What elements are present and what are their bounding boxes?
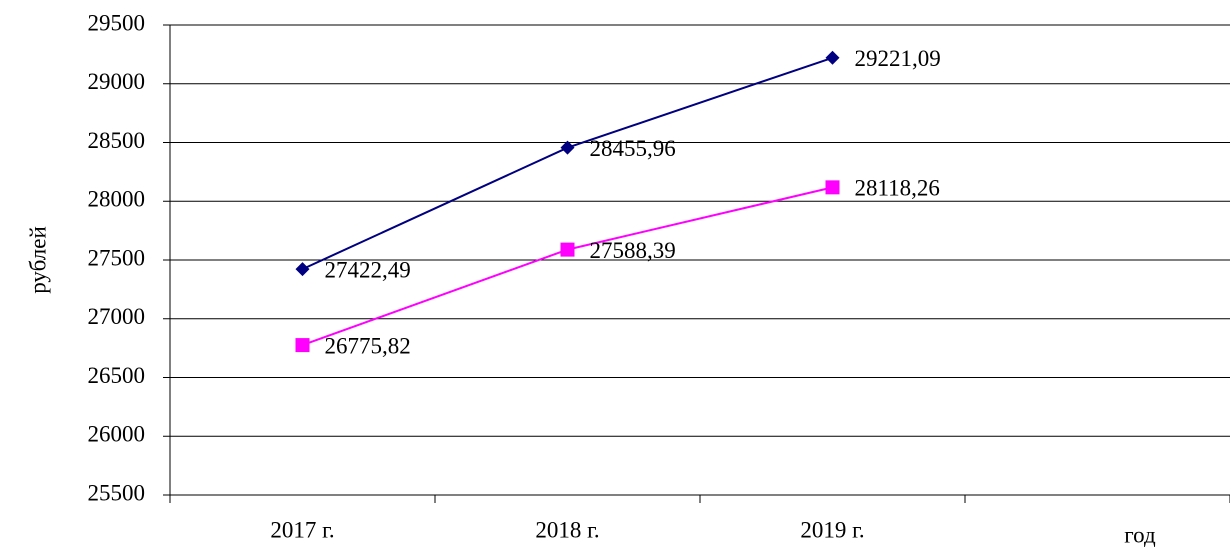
data-label: 26775,82 <box>325 333 411 358</box>
y-axis-label: рублей <box>25 226 50 294</box>
data-label: 27422,49 <box>325 257 411 282</box>
y-tick-label: 25500 <box>88 480 146 505</box>
point-marker <box>825 180 840 195</box>
y-tick-label: 28000 <box>88 187 146 212</box>
point-marker <box>295 262 310 277</box>
point-marker <box>560 140 575 155</box>
data-label: 29221,09 <box>855 46 941 71</box>
data-label: 28455,96 <box>590 136 676 161</box>
y-tick-label: 26500 <box>88 363 146 388</box>
x-tick-label: 2018 г. <box>535 517 599 542</box>
x-tick-label: 2017 г. <box>270 517 334 542</box>
y-tick-label: 27000 <box>88 304 146 329</box>
x-axis-label: год <box>1124 522 1156 547</box>
y-tick-label: 27500 <box>88 245 146 270</box>
data-label: 28118,26 <box>855 176 940 201</box>
series-line <box>302 56 833 271</box>
y-tick-label: 26000 <box>88 422 146 447</box>
point-marker <box>560 242 575 257</box>
x-tick-label: 2019 г. <box>800 517 864 542</box>
y-tick-label: 29000 <box>88 69 146 94</box>
y-tick-label: 28500 <box>88 128 146 153</box>
y-tick-label: 29500 <box>88 10 146 35</box>
point-marker <box>825 50 840 65</box>
data-label: 27588,39 <box>590 238 676 263</box>
point-marker <box>295 338 310 353</box>
